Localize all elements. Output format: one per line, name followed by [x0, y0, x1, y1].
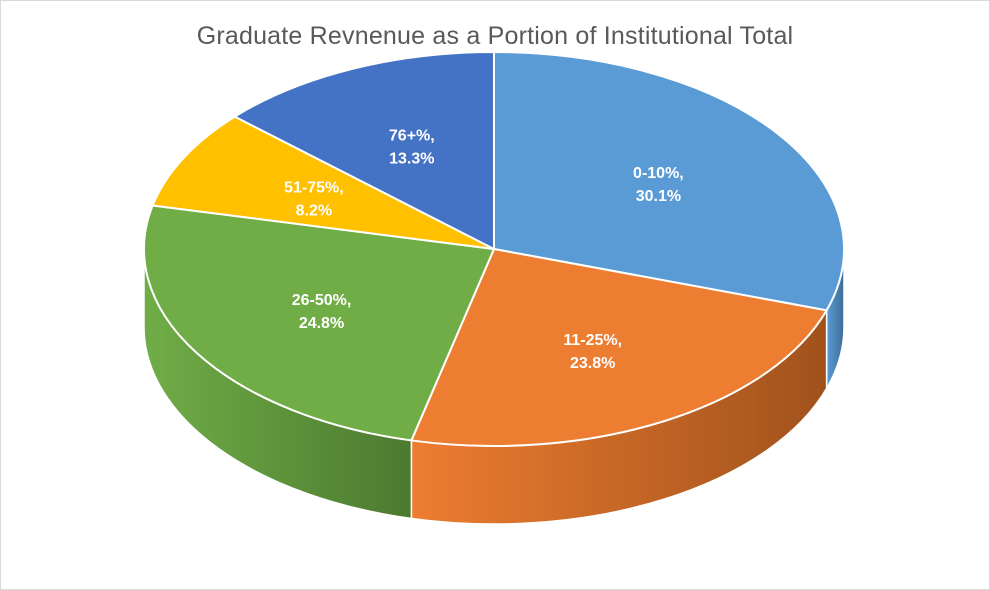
chart-title: Graduate Revnenue as a Portion of Instit… [196, 22, 794, 50]
slice-label-26-50%: 26-50%, 24.8% [292, 292, 352, 332]
slice-76+% [233, 51, 495, 250]
slice-label-11-25%: 11-25%, 23.8% [563, 332, 622, 372]
slice-label-line2: 24.8% [299, 315, 344, 332]
slice-label-line2: 23.8% [570, 355, 615, 372]
slice-label-line1: 51-75%, [284, 179, 344, 196]
pie-slices [143, 51, 845, 447]
pie-labels: 0-10%, 30.1% 11-25%, 23.8% 26-50%, 24.8% 51-75… [284, 128, 684, 372]
slice-0-10% [493, 51, 845, 312]
slice-label-line1: 26-50%, [292, 292, 352, 309]
slice-label-line1: 0-10%, [633, 165, 684, 182]
slice-11-25% [410, 248, 828, 447]
slice-label-line2: 8.2% [296, 202, 332, 219]
slice-label-line1: 76+%, [389, 128, 435, 145]
slice-label-0-10%: 0-10%, 30.1% [633, 165, 684, 205]
slice-26-50% [143, 204, 495, 442]
slice-label-76+%: 76+%, 13.3% [389, 128, 435, 168]
slice-label-line2: 13.3% [389, 151, 434, 168]
slice-label-line1: 11-25%, [563, 332, 622, 349]
slice-51-75% [151, 115, 495, 250]
slice-label-line2: 30.1% [636, 188, 681, 205]
slice-label-51-75%: 51-75%, 8.2% [284, 179, 344, 219]
